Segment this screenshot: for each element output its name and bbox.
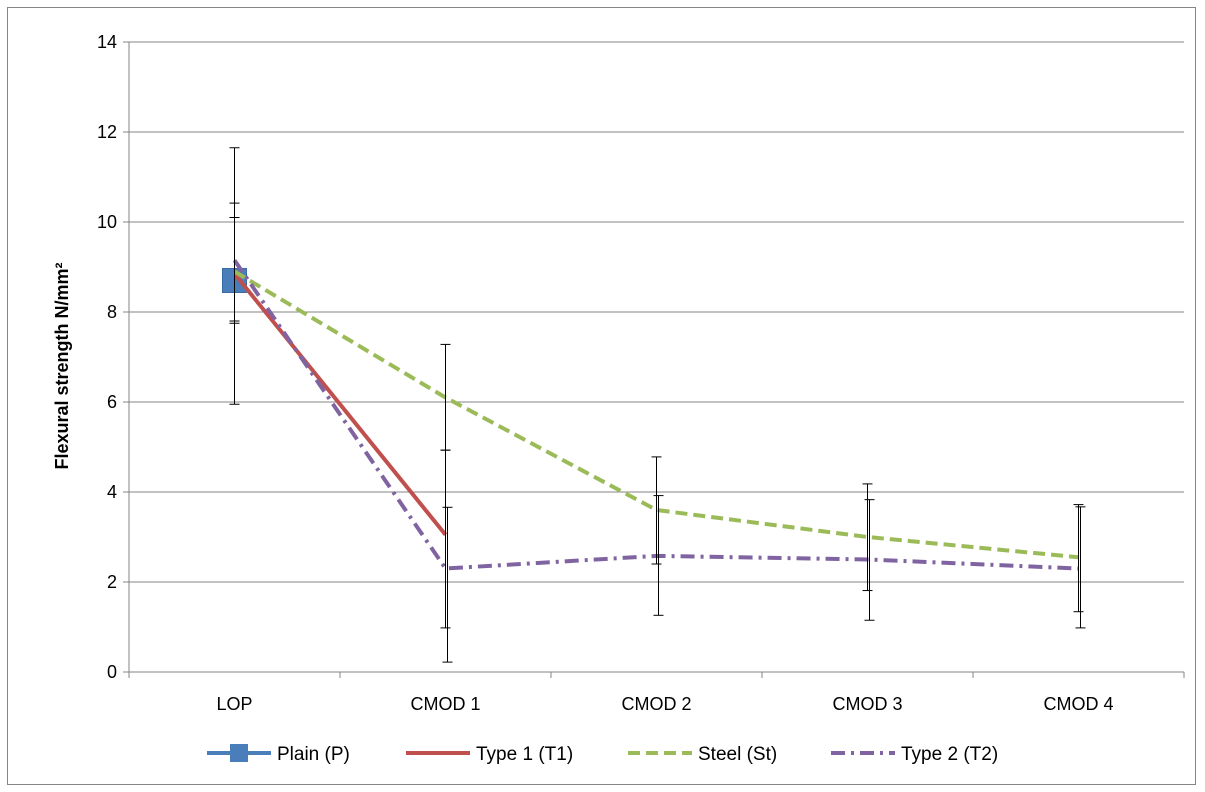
legend-label-1: Type 1 (T1)	[476, 744, 573, 765]
legend-label-0: Plain (P)	[277, 744, 350, 765]
legend-label-3: Type 2 (T2)	[901, 744, 998, 765]
error-layer	[229, 147, 1086, 663]
legend-label-2: Steel (St)	[698, 744, 777, 765]
y-tick-label: 8	[107, 302, 117, 322]
chart-frame: 0 2 4 6 8 10 12 14 LOP CMOD 1 CMOD 2 CMOD 3 CMOD 4 F…	[7, 7, 1196, 785]
series-layer	[222, 259, 1079, 571]
series-line-1	[232, 272, 448, 537]
legend-layer: Plain (P) Type 1 (T1) Steel (St) Type 2 (T2…	[207, 744, 998, 765]
y-tick-label: 14	[97, 32, 117, 52]
series-line-2	[233, 269, 1079, 560]
y-tick-label: 6	[107, 392, 117, 412]
x-category-label: CMOD 4	[1043, 694, 1113, 714]
chart-svg: 0 2 4 6 8 10 12 14 LOP CMOD 1 CMOD 2 CMOD 3 CMOD 4 F…	[52, 32, 1185, 765]
axis-layer: 0 2 4 6 8 10 12 14 LOP CMOD 1 CMOD 2 CMOD 3 CMOD 4	[97, 32, 1185, 714]
x-category-label: CMOD 3	[832, 694, 902, 714]
y-tick-label: 0	[107, 662, 117, 682]
legend-marker	[230, 744, 248, 762]
y-tick-label: 4	[107, 482, 117, 502]
y-tick-label: 10	[97, 212, 117, 232]
y-tick-label: 12	[97, 122, 117, 142]
x-category-label: LOP	[216, 694, 252, 714]
y-tick-label: 2	[107, 572, 117, 592]
x-category-label: CMOD 1	[410, 694, 480, 714]
y-axis-title: Flexural strength N/mm²	[52, 262, 72, 469]
x-category-label: CMOD 2	[621, 694, 691, 714]
